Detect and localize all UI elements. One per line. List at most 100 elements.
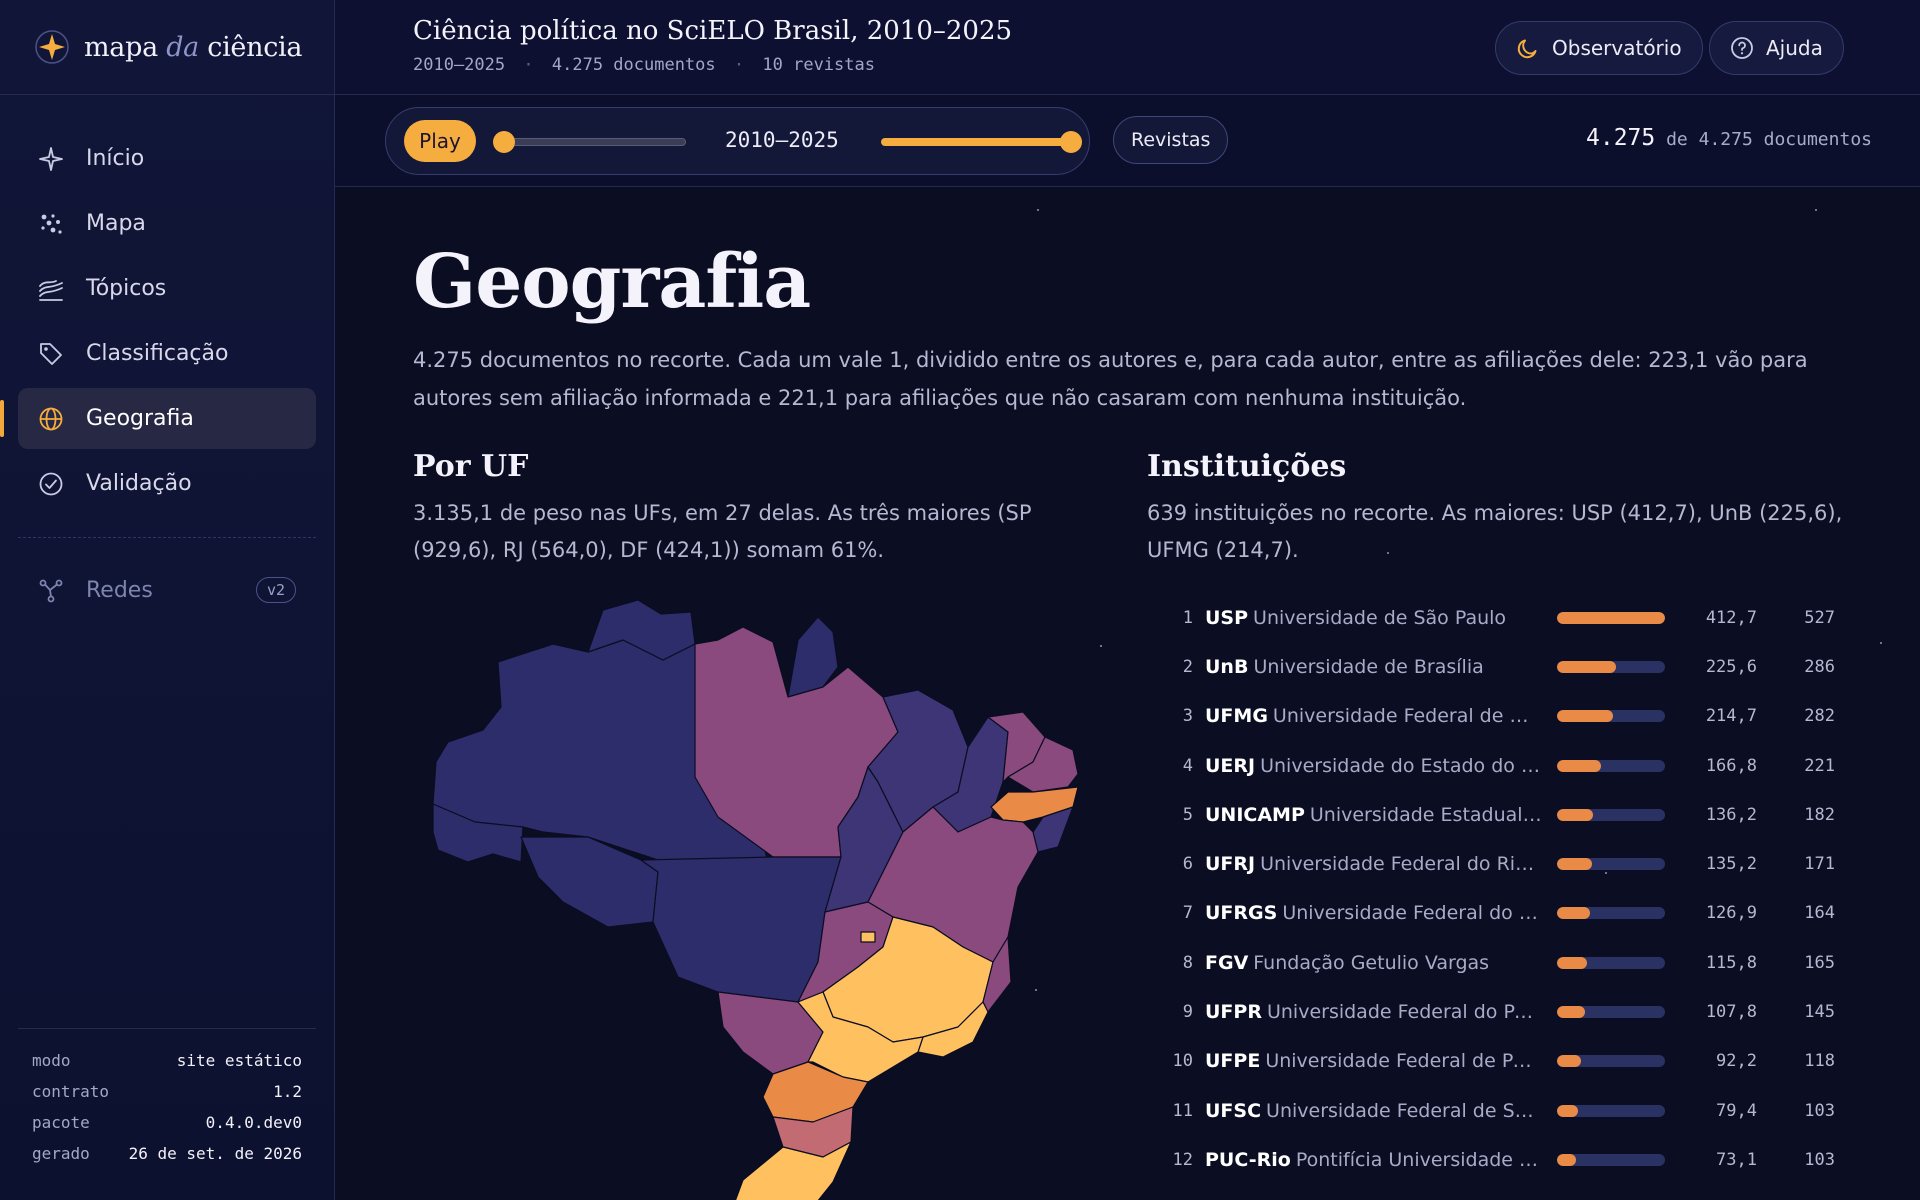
institution-rank: 7 [1182,903,1193,924]
institution-weight-fill [1557,1055,1582,1068]
institution-weight: 136,2 [1705,804,1757,825]
play-button[interactable]: Play [404,120,476,162]
decor-star [1100,645,1102,647]
nav-label: Geografia [86,406,194,431]
institution-count: 164 [1804,903,1835,924]
meta-row: pacote 0.4.0.dev0 [32,1113,302,1132]
institution-weight-bar [1557,710,1665,723]
map-region-rs[interactable] [733,1141,852,1200]
map-region-rj[interactable] [917,1001,989,1058]
brazil-uf-map [432,599,1079,1200]
institution-weight-bar [1557,907,1665,920]
institution-count: 282 [1804,706,1835,727]
institution-weight-bar [1557,1006,1665,1019]
filter-bar: Play 2010–2025 Revistas 4.275 de 4.275 d… [335,95,1920,187]
map-region-sp[interactable] [797,991,924,1083]
help-icon [1731,37,1753,59]
institution-name: UFPR Universidade Federal do Paraná [1205,1001,1543,1024]
end-year-slider-track[interactable] [881,138,1071,146]
help-button[interactable]: Ajuda [1709,21,1844,75]
compass-star-icon [35,30,69,64]
end-year-slider-handle[interactable] [1060,131,1082,153]
institution-weight-bar [1557,956,1665,969]
institution-row[interactable]: 2 UnB Universidade de Brasília 225,6 286 [1147,642,1877,691]
nav-label: Início [86,146,145,171]
decor-star [1815,209,1817,211]
year-range-control: Play 2010–2025 [385,107,1090,175]
institution-weight-bar [1557,759,1665,772]
nav-item-redes[interactable]: Redes v2 [18,560,316,621]
decor-star [1037,209,1039,211]
uf-section-title: Por UF [413,449,529,484]
nav-label: Redes [86,578,153,603]
map-region-ac[interactable] [432,803,524,863]
institution-rank: 4 [1182,755,1193,776]
institution-row[interactable]: 9 UFPR Universidade Federal do Paraná 107,8… [1147,987,1877,1036]
journals-filter-button[interactable]: Revistas [1113,116,1229,164]
institution-count: 182 [1804,804,1835,825]
institution-weight-fill [1557,1104,1578,1117]
institution-weight: 166,8 [1705,755,1757,776]
institution-weight-bar [1557,1055,1665,1068]
institution-weight-bar [1557,1153,1665,1166]
decor-star [1605,872,1607,874]
nav-item-mapa[interactable]: Mapa [18,193,316,254]
nav-label: Mapa [86,211,146,236]
institution-weight: 126,9 [1705,903,1757,924]
institution-count: 103 [1804,1100,1835,1121]
map-region-df[interactable] [860,931,876,943]
institution-weight-bar [1557,1104,1665,1117]
institution-weight: 135,2 [1705,854,1757,875]
theme-button[interactable]: Observatório [1495,21,1703,75]
institution-weight-bar [1557,858,1665,871]
map-region-al-se[interactable] [1032,806,1074,853]
institution-count: 118 [1804,1051,1835,1072]
layers-icon [39,279,63,301]
institution-weight-fill [1557,660,1617,673]
start-year-slider-handle[interactable] [493,131,515,153]
start-year-slider-track[interactable] [498,138,686,146]
institution-count: 286 [1804,656,1835,677]
institution-weight-bar [1557,660,1665,673]
institution-row[interactable]: 8 FGV Fundação Getulio Vargas 115,8 165 [1147,938,1877,987]
build-meta: modo site estático contrato 1.2 pacote 0.4.… [18,1028,316,1200]
map-region-es[interactable] [982,936,1012,1013]
institution-weight-fill [1557,759,1601,772]
institution-rank: 10 [1172,1051,1193,1072]
institution-weight-fill [1557,710,1614,723]
institution-rank: 5 [1182,804,1193,825]
institution-row[interactable]: 1 USP Universidade de São Paulo 412,7 527 [1147,593,1877,642]
brand[interactable]: mapa da ciência [0,0,334,95]
institution-weight: 92,2 [1716,1051,1757,1072]
institution-weight: 214,7 [1705,706,1757,727]
institution-count: 165 [1804,952,1835,973]
nav-item-classificacao[interactable]: Classificação [18,323,316,384]
nav-item-inicio[interactable]: Início [18,128,316,189]
nav-item-validacao[interactable]: Validação [18,453,316,514]
nav-item-geografia[interactable]: Geografia [0,388,316,449]
institution-weight-fill [1557,808,1593,821]
map-region-rr[interactable] [587,599,696,661]
nav-item-topicos[interactable]: Tópicos [18,258,316,319]
decor-star [1387,552,1389,554]
institution-name: USP Universidade de São Paulo [1205,606,1507,629]
inst-section-text: 639 instituições no recorte. As maiores:… [1147,501,1843,562]
nav-divider [18,537,316,538]
institution-weight-fill [1557,956,1588,969]
institution-weight-fill [1557,1153,1577,1166]
document-count: 4.275 de 4.275 documentos [1586,125,1872,151]
version-badge: v2 [255,577,296,603]
